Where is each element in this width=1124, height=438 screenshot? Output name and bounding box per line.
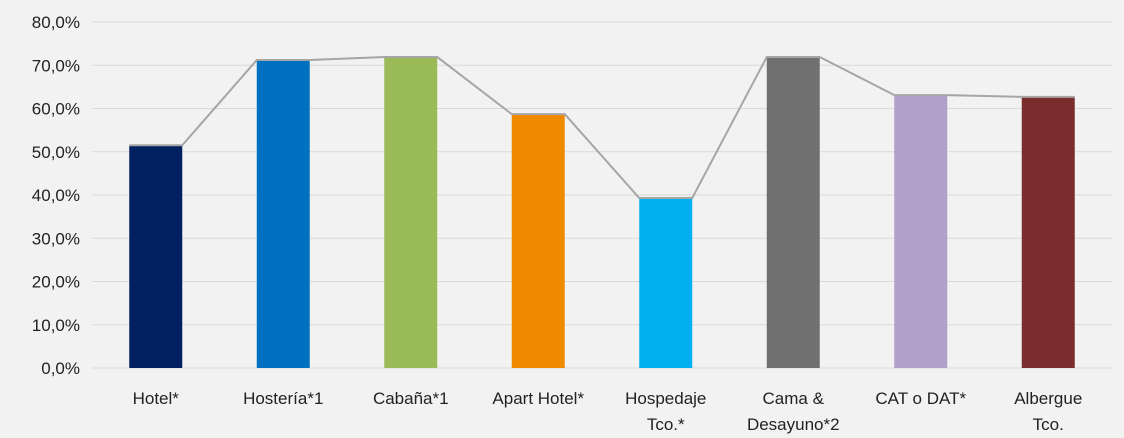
bar (766, 57, 820, 368)
x-category-label: Hostería*1 (243, 389, 323, 408)
y-tick-label: 70,0% (32, 56, 80, 75)
x-category-label: Cama & Desayuno*2 (747, 389, 840, 434)
x-category-label: CAT o DAT* (875, 389, 966, 408)
y-tick-label: 60,0% (32, 100, 80, 119)
x-axis-labels: Hotel* Hostería*1 Cabaña*1 Apart Hotel* Hosp… (133, 389, 1083, 434)
x-category-label: Hospedaje Tco.* (625, 389, 706, 434)
bar (639, 198, 693, 368)
bar (894, 95, 948, 368)
bar (384, 57, 438, 368)
y-axis-ticks: 0,0% 10,0% 20,0% 30,0% 40,0% 50,0% 60,0% 70,0% 8… (32, 13, 80, 378)
x-category-label: Cabaña*1 (373, 389, 449, 408)
y-tick-label: 30,0% (32, 229, 80, 248)
bar (256, 60, 310, 369)
y-tick-label: 10,0% (32, 316, 80, 335)
y-tick-label: 0,0% (41, 359, 80, 378)
bar (511, 114, 565, 368)
y-tick-label: 80,0% (32, 13, 80, 32)
y-tick-label: 40,0% (32, 186, 80, 205)
bars (129, 57, 1075, 369)
y-tick-label: 20,0% (32, 273, 80, 292)
x-category-label: Albergue Tco. (1014, 389, 1082, 434)
y-tick-label: 50,0% (32, 143, 80, 162)
x-category-label: Hotel* (133, 389, 180, 408)
x-category-label: Apart Hotel* (492, 389, 584, 408)
bar (1021, 96, 1075, 368)
overlay-line (129, 56, 1075, 200)
bar (129, 145, 183, 368)
